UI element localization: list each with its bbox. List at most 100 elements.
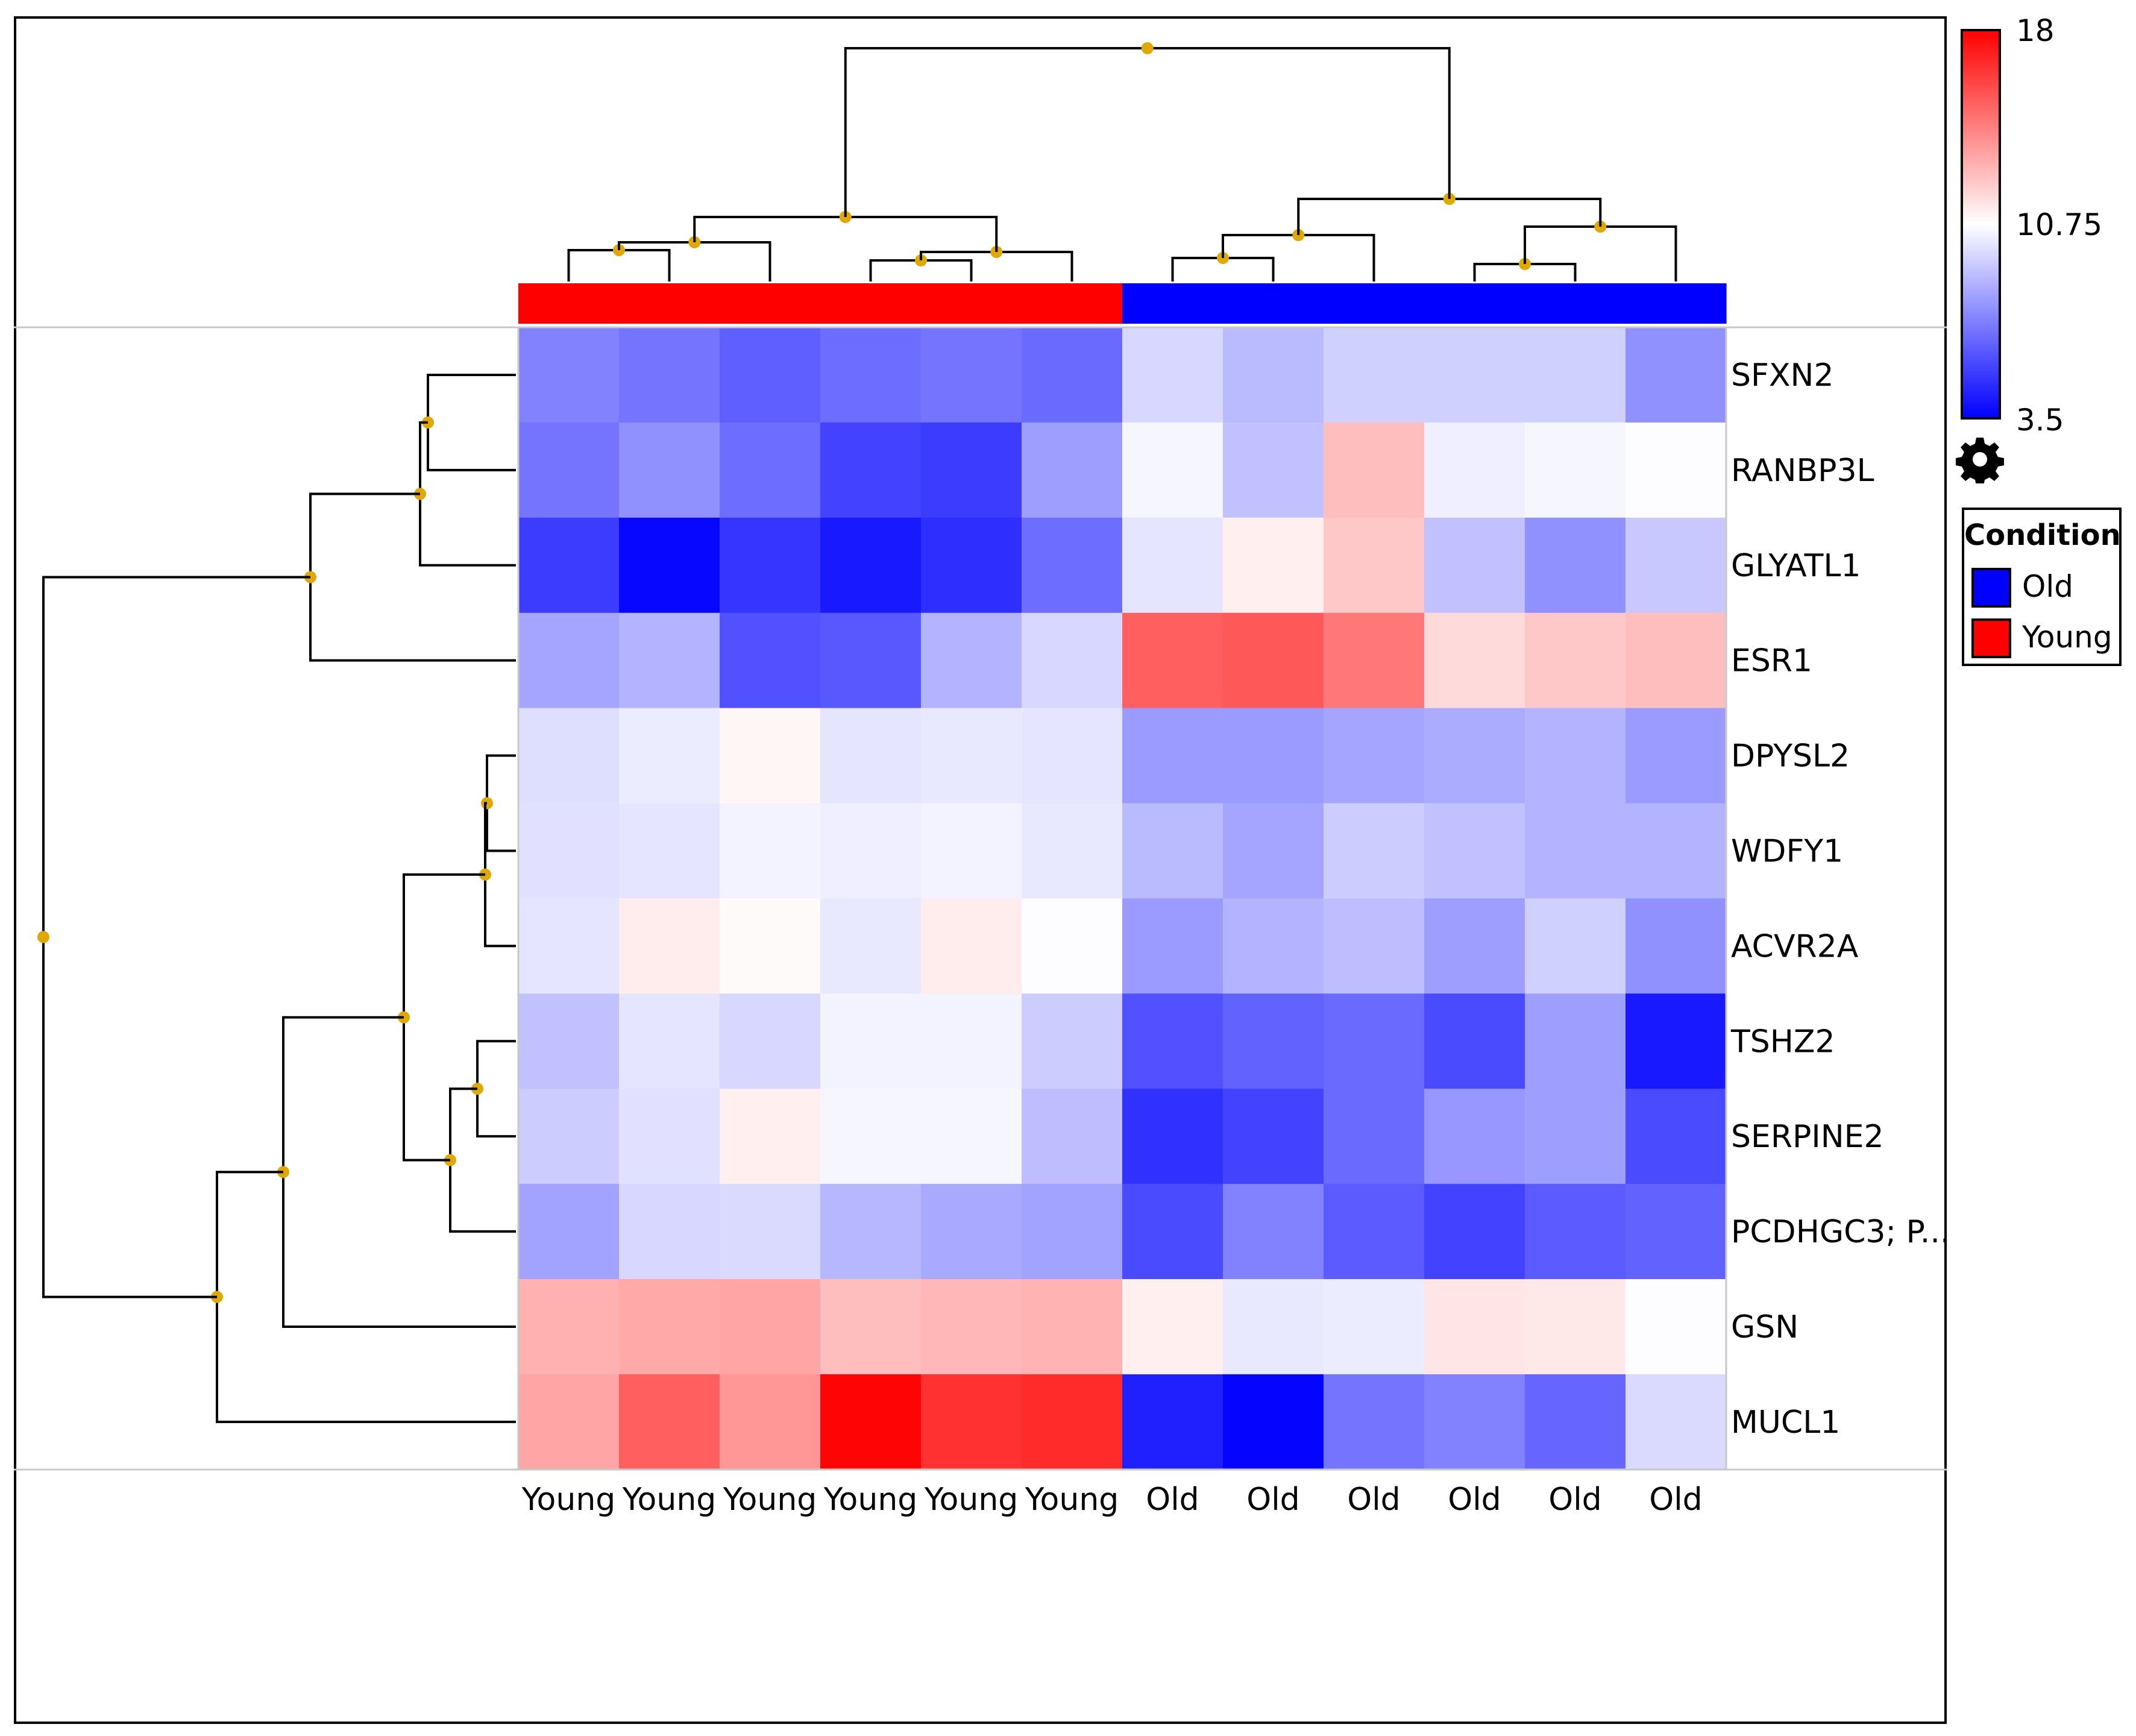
row-dendrogram-branch <box>403 873 485 1162</box>
condition-annotation-cell <box>1022 283 1123 324</box>
heatmap-cell <box>820 327 922 423</box>
color-scale-min-label: 3.5 <box>2016 403 2064 438</box>
heatmap-cell <box>1424 1374 1525 1470</box>
row-label: WDFY1 <box>1731 833 1843 869</box>
heatmap-cell <box>1022 1184 1123 1280</box>
heatmap-cell <box>1424 898 1525 994</box>
row-dendrogram-branch <box>216 1171 516 1423</box>
condition-annotation-cell <box>1324 283 1425 324</box>
heatmap-cell <box>820 1279 922 1375</box>
heatmap-cell <box>1223 517 1324 614</box>
heatmap-cell <box>1525 898 1626 994</box>
column-label: Old <box>1347 1482 1400 1518</box>
row-dendrogram-branch <box>419 421 516 567</box>
row-label: SERPINE2 <box>1731 1119 1884 1155</box>
row-label: SFXN2 <box>1731 357 1834 394</box>
heatmap-cell <box>1122 1279 1223 1375</box>
row-label: TSHZ2 <box>1730 1024 1835 1060</box>
heatmap-cell <box>1626 612 1727 709</box>
heatmap-cell <box>1324 1279 1425 1375</box>
heatmap-cell <box>1626 898 1727 994</box>
heatmap-cell <box>1022 708 1123 804</box>
heatmap-cell <box>820 993 922 1089</box>
row-label: GSN <box>1731 1309 1798 1345</box>
heatmap-cell <box>720 1184 821 1280</box>
heatmap-cell <box>1122 327 1223 423</box>
heatmap-cell <box>1324 517 1425 614</box>
heatmap-cell <box>720 1089 821 1184</box>
heatmap-cell <box>1424 993 1525 1089</box>
row-dendrogram-branch <box>309 492 516 662</box>
column-label: Young <box>521 1482 616 1518</box>
heatmap-cell <box>1122 517 1223 614</box>
row-label: DPYSL2 <box>1731 738 1850 775</box>
heatmap-cell <box>1223 1374 1324 1470</box>
heatmap-cell <box>518 708 620 804</box>
heatmap-cell <box>518 327 620 423</box>
heatmap-cell <box>1525 327 1626 423</box>
heatmap-cell <box>1626 993 1727 1089</box>
heatmap-cell <box>619 898 720 994</box>
heatmap-cell <box>1122 898 1223 994</box>
heatmap-cell <box>820 803 922 899</box>
heatmap-cell <box>1525 803 1626 899</box>
heatmap-cell <box>1022 327 1123 423</box>
condition-annotation-cell <box>820 283 922 324</box>
gear-icon[interactable] <box>1956 435 2004 483</box>
heatmap-cell <box>518 612 620 709</box>
heatmap-cell <box>1626 327 1727 423</box>
legend-label-young: Young <box>2022 620 2112 655</box>
heatmap-cell <box>1324 898 1425 994</box>
heatmap-cell <box>1525 1089 1626 1184</box>
heatmap-cell <box>1122 803 1223 899</box>
heatmap-cell <box>518 422 620 518</box>
legend-title: Condition <box>1964 518 2121 552</box>
heatmap-cell <box>1122 708 1223 804</box>
column-dendrogram-branch <box>844 47 1451 217</box>
condition-annotation-cell <box>1223 283 1324 324</box>
heatmap-cell <box>1223 1279 1324 1375</box>
heatmap-cell <box>619 1184 720 1280</box>
heatmap-cell <box>1223 803 1324 899</box>
heatmap-cell <box>720 517 821 614</box>
heatmap-cell <box>619 803 720 899</box>
row-label: RANBP3L <box>1731 453 1874 489</box>
heatmap-cell <box>1626 517 1727 614</box>
heatmap-cell <box>1324 327 1425 423</box>
heatmap-cell <box>1122 1374 1223 1470</box>
heatmap-cell <box>619 422 720 518</box>
heatmap-cell <box>1424 1279 1525 1375</box>
condition-legend: Condition Old Young <box>1962 508 2122 666</box>
heatmap-cell <box>720 422 821 518</box>
heatmap-cell <box>1525 708 1626 804</box>
condition-annotation-cell <box>1525 283 1626 324</box>
heatmap-cell <box>820 898 922 994</box>
heatmap-cell <box>921 1184 1022 1280</box>
row-label: PCDHGC3; P... <box>1731 1214 1950 1250</box>
heatmap-cell <box>1223 708 1324 804</box>
column-label: Young <box>823 1482 918 1518</box>
condition-annotation-cell <box>1424 283 1525 324</box>
condition-annotation-cell <box>1626 283 1727 324</box>
heatmap-cell <box>619 1279 720 1375</box>
condition-annotation-cell <box>720 283 821 324</box>
heatmap-cell <box>1424 708 1525 804</box>
heatmap-cell <box>921 1089 1022 1184</box>
heatmap-cell <box>1424 612 1525 709</box>
row-label: MUCL1 <box>1731 1404 1840 1441</box>
heatmap-cell <box>1122 612 1223 709</box>
heatmap-cell <box>1122 422 1223 518</box>
row-dendrogram-branch <box>427 373 516 471</box>
column-label: Old <box>1548 1482 1601 1518</box>
color-scale-max-label: 18 <box>2016 13 2055 48</box>
heatmap-cell <box>720 1279 821 1375</box>
column-dendrogram-node <box>1141 42 1154 54</box>
heatmap-cell <box>1022 803 1123 899</box>
heatmap-cell <box>1525 422 1626 518</box>
heatmap-cell <box>820 1089 922 1184</box>
column-label: Young <box>924 1482 1019 1518</box>
heatmap-cell <box>1324 1089 1425 1184</box>
heatmap-cell <box>1626 1089 1727 1184</box>
column-dendrogram-branch <box>1524 225 1677 281</box>
heatmap-cell <box>1424 1184 1525 1280</box>
